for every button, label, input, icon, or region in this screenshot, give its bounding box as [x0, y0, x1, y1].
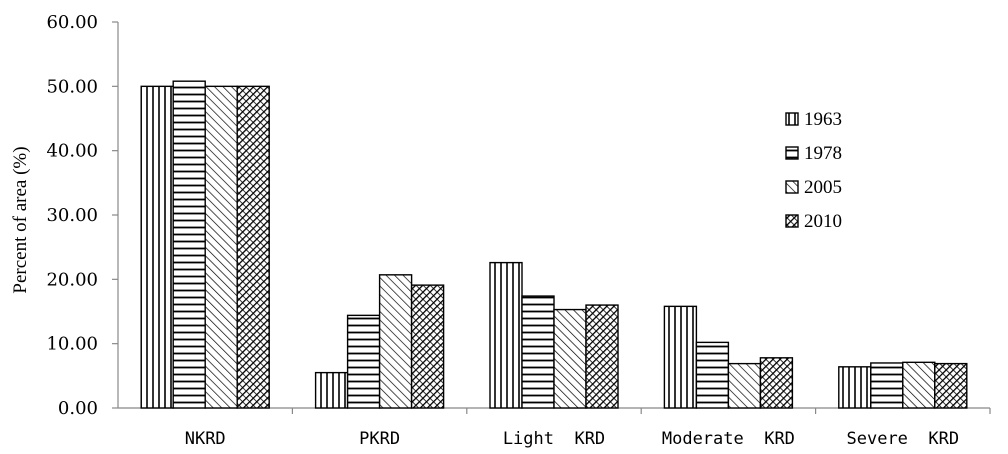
bar-2005-2 — [554, 310, 586, 408]
x-tick-label: PKRD — [359, 429, 400, 449]
bar-1978-3 — [696, 342, 728, 408]
bar-2010-0 — [237, 86, 269, 408]
legend-swatch-1963 — [786, 113, 798, 125]
x-tick-label: Moderate KRD — [662, 429, 795, 449]
bar-2010-3 — [760, 358, 792, 408]
bar-1978-1 — [348, 315, 380, 408]
bar-2005-3 — [728, 364, 760, 408]
bar-2010-2 — [586, 305, 618, 408]
bar-2005-1 — [380, 275, 412, 408]
bar-1978-4 — [871, 363, 903, 408]
legend-swatch-2005 — [786, 181, 798, 193]
y-tick-label: 30.00 — [46, 205, 98, 226]
bar-2010-1 — [412, 285, 444, 408]
bar-1963-4 — [839, 367, 871, 408]
bar-1978-2 — [522, 296, 554, 408]
legend-label-2005: 2005 — [804, 177, 842, 198]
bar-2005-4 — [903, 362, 935, 408]
y-tick-label: 0.00 — [58, 398, 98, 419]
legend-swatch-2010 — [786, 215, 798, 227]
legend: 1963 1978 2005 2010 — [786, 109, 842, 232]
x-tick-label: Severe KRD — [847, 429, 960, 449]
bar-1963-1 — [316, 373, 348, 408]
bar-2010-4 — [935, 364, 967, 408]
legend-label-1963: 1963 — [804, 109, 842, 130]
y-tick-label: 10.00 — [46, 334, 98, 355]
bar-1963-0 — [141, 86, 173, 408]
legend-swatch-1978 — [786, 147, 798, 159]
legend-label-2010: 2010 — [804, 211, 842, 232]
y-tick-label: 20.00 — [46, 269, 98, 290]
y-axis-ticks: 0.00 10.00 20.00 30.00 40.00 50.00 60.00 — [46, 12, 118, 419]
legend-label-1978: 1978 — [804, 143, 842, 164]
y-axis-title: Percent of area (%) — [10, 146, 31, 293]
bar-2005-0 — [205, 86, 237, 408]
bar-1978-0 — [173, 81, 205, 408]
y-tick-label: 40.00 — [46, 141, 98, 162]
bar-1963-3 — [664, 306, 696, 408]
x-axis-labels: NKRD PKRD Light KRD Moderate KRD Severe KRD — [185, 408, 990, 449]
y-tick-label: 60.00 — [46, 12, 98, 33]
y-tick-label: 50.00 — [46, 76, 98, 97]
bar-1963-2 — [490, 263, 522, 408]
bars — [141, 81, 967, 408]
x-tick-label: Light KRD — [503, 429, 605, 449]
x-tick-label: NKRD — [185, 429, 226, 449]
